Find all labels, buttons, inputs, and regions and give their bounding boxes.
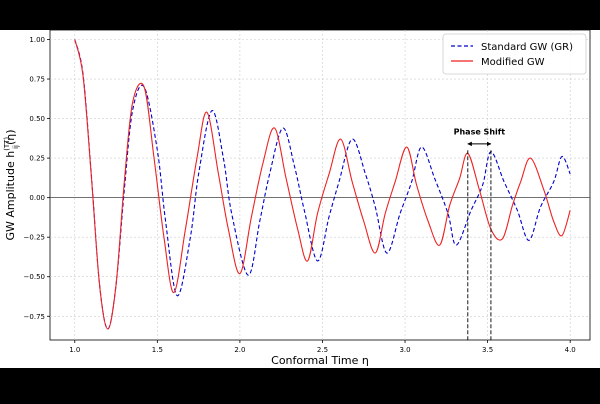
x-axis-label: Conformal Time η xyxy=(271,354,369,367)
y-axis-label-text: GW Amplitude h(TT)ij(η) xyxy=(3,129,20,240)
plot-frame xyxy=(49,29,591,341)
legend-box xyxy=(442,33,587,75)
x-axis-ticks: 1.0 1.5 2.0 2.5 3.0 3.5 4.0 xyxy=(69,340,576,354)
series-line-1 xyxy=(74,39,571,330)
y-tick-label-4: 0.25 xyxy=(29,155,45,163)
y-tick-label-5: 0.50 xyxy=(29,115,45,123)
y-tick-label-2: −0.25 xyxy=(24,234,45,242)
y-tick-label-1: −0.50 xyxy=(24,273,45,281)
x-tick-label-0: 1.0 xyxy=(69,346,80,354)
series-layer xyxy=(74,39,571,330)
x-tick-label-3: 2.5 xyxy=(317,346,328,354)
x-tick-label-2: 2.0 xyxy=(234,346,245,354)
figure-background xyxy=(0,30,600,368)
legend-label-0: Standard GW (GR) xyxy=(481,42,573,53)
phase-shift-annotation: Phase Shift xyxy=(454,127,506,340)
y-axis-label: GW Amplitude h(TT)ij(η) xyxy=(3,129,20,240)
y-tick-label-0: −0.75 xyxy=(24,313,45,321)
x-tick-label-4: 3.0 xyxy=(399,346,410,354)
x-tick-label-1: 1.5 xyxy=(152,346,163,354)
y-tick-label-3: 0.00 xyxy=(29,194,45,202)
y-tick-label-7: 1.00 xyxy=(29,36,45,44)
x-tick-label-6: 4.0 xyxy=(565,346,576,354)
y-axis-ticks: −0.75 −0.50 −0.25 0.00 0.25 0.50 0.75 1.00 xyxy=(24,36,50,321)
legend: Standard GW (GR) Modified GW xyxy=(442,33,587,75)
phase-shift-label: Phase Shift xyxy=(454,127,506,136)
x-tick-label-5: 3.5 xyxy=(482,346,493,354)
series-line-0 xyxy=(74,39,571,330)
legend-label-1: Modified GW xyxy=(481,57,545,68)
y-tick-label-6: 0.75 xyxy=(29,76,45,84)
